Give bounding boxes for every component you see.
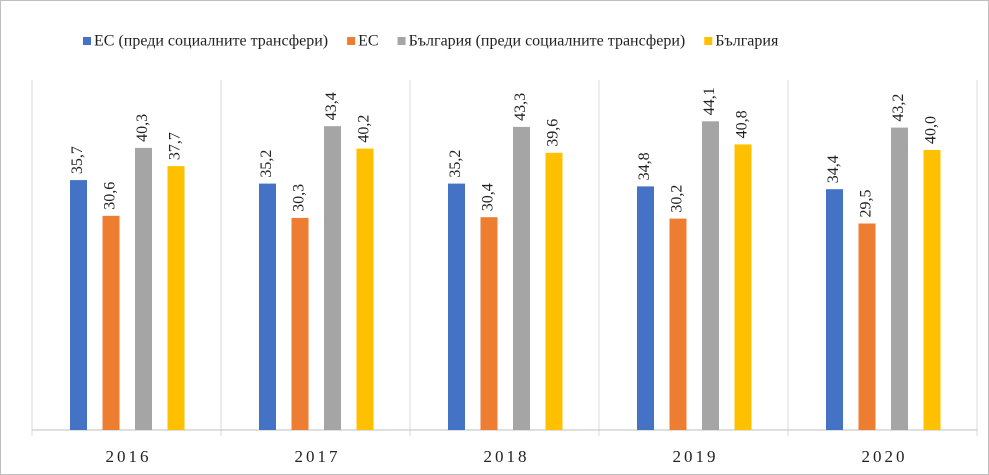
data-label: 43,3 (512, 93, 529, 121)
data-label: 35,7 (69, 146, 86, 174)
x-tick-label: 2018 (484, 447, 530, 466)
bar (324, 126, 341, 430)
legend-label: ЕС (преди социалните трансфери) (94, 33, 328, 50)
data-label: 37,7 (167, 132, 184, 160)
legend-swatch (347, 37, 356, 45)
bar (513, 126, 530, 431)
bar (259, 183, 276, 430)
bar (102, 215, 120, 430)
data-label: 30,2 (669, 185, 686, 213)
x-tick-label: 2017 (295, 447, 341, 466)
bar (734, 144, 752, 430)
data-label: 40,2 (356, 115, 373, 143)
bar (702, 121, 719, 431)
bar (356, 148, 374, 430)
data-label: 35,2 (258, 150, 275, 178)
data-label: 34,8 (636, 152, 653, 180)
legend-label: България (преди социалните трансфери) (409, 33, 686, 50)
data-label: 35,2 (447, 150, 464, 178)
bar (448, 183, 465, 430)
bar (480, 217, 498, 430)
legend-swatch (704, 37, 713, 45)
x-tick-label: 2019 (673, 447, 719, 466)
bar (826, 189, 843, 430)
bar (135, 147, 152, 430)
bar (923, 150, 941, 430)
bar (70, 180, 87, 430)
data-label: 40,8 (734, 110, 751, 138)
data-label: 34,4 (825, 155, 842, 183)
data-label: 43,2 (890, 94, 907, 122)
data-label: 40,0 (923, 116, 940, 144)
bar (858, 223, 876, 430)
x-tick-label: 2020 (862, 447, 908, 466)
data-label: 43,4 (323, 92, 340, 120)
bar (637, 186, 654, 430)
bar (167, 166, 185, 430)
legend-label: България (715, 33, 779, 50)
data-label: 40,3 (134, 114, 151, 142)
data-label: 29,5 (858, 190, 875, 218)
bar (669, 218, 687, 430)
data-label: 30,6 (102, 182, 119, 210)
bar (891, 127, 908, 430)
data-label: 30,3 (291, 184, 308, 212)
bar (291, 217, 309, 430)
legend-label: ЕС (358, 33, 378, 50)
data-label: 39,6 (545, 119, 562, 147)
x-tick-label: 2016 (106, 447, 152, 466)
legend-swatch (83, 37, 91, 45)
data-label: 30,4 (480, 183, 497, 211)
bar (545, 152, 563, 431)
legend-swatch (397, 37, 406, 45)
data-label: 44,1 (701, 87, 718, 115)
